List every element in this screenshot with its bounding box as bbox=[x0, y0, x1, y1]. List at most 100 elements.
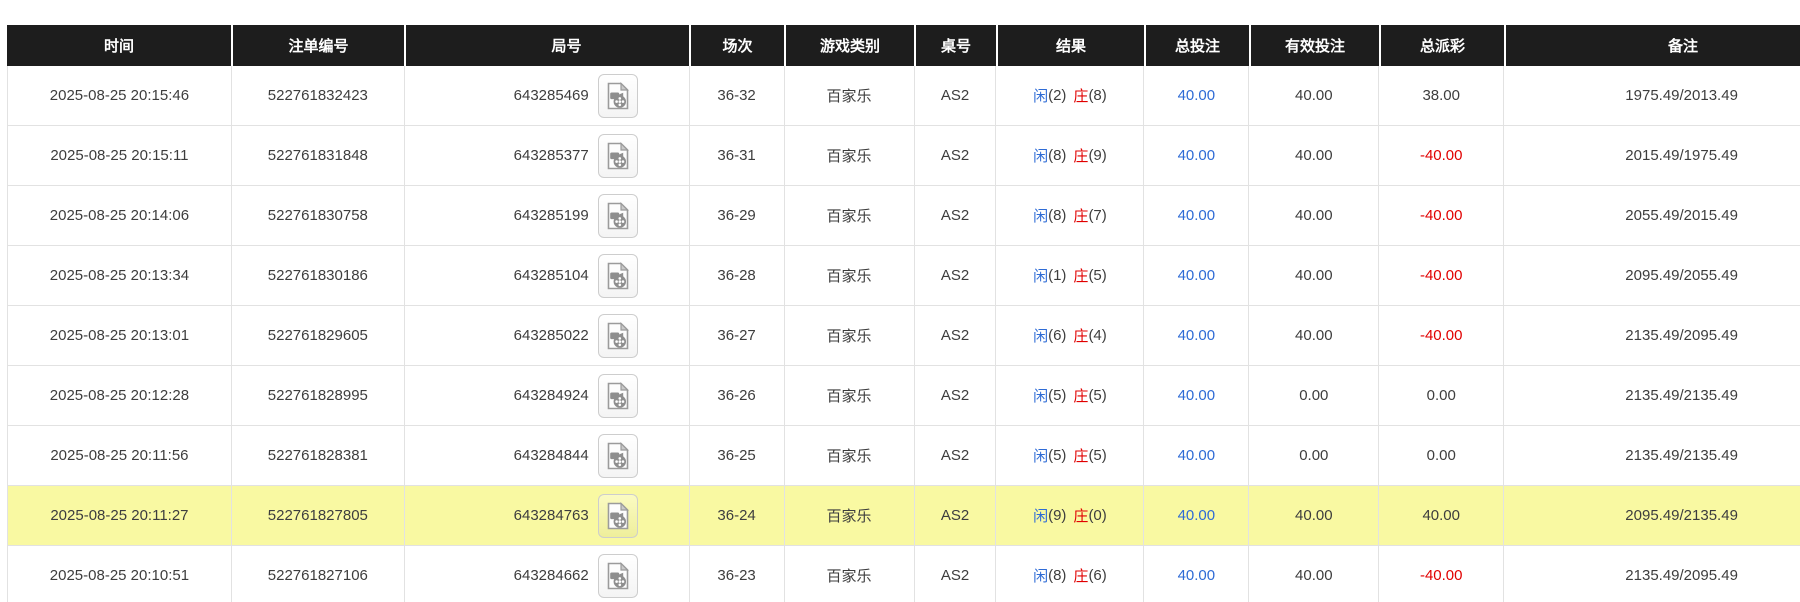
records-table: 时间 注单编号 局号 场次 游戏类别 桌号 结果 总投注 有效投注 总派彩 备注… bbox=[7, 25, 1800, 602]
round-id-group: 643284844 bbox=[514, 433, 638, 478]
video-replay-button[interactable] bbox=[597, 133, 638, 178]
round-id-value: 643284924 bbox=[513, 387, 589, 404]
video-replay-icon bbox=[605, 321, 631, 350]
cell-game-type: 百家乐 bbox=[785, 426, 915, 485]
video-replay-button[interactable] bbox=[597, 193, 638, 238]
video-replay-button[interactable] bbox=[597, 493, 638, 538]
cell-payout: -40.00 bbox=[1379, 306, 1505, 365]
cell-valid-bet: 0.00 bbox=[1249, 366, 1380, 425]
cell-session: 36-32 bbox=[690, 66, 785, 125]
round-id-value: 643285022 bbox=[513, 327, 589, 344]
total-bet-link[interactable]: 40.00 bbox=[1177, 267, 1216, 284]
total-bet-link[interactable]: 40.00 bbox=[1177, 147, 1216, 164]
result-banker-score: (6) bbox=[1088, 567, 1107, 584]
round-id-group: 643285022 bbox=[513, 313, 638, 358]
table-row[interactable]: 2025-08-25 20:14:06 522761830758 6432851… bbox=[8, 186, 1800, 246]
result-banker-score: (5) bbox=[1088, 447, 1107, 464]
cell-valid-bet: 40.00 bbox=[1249, 126, 1380, 185]
total-bet-link[interactable]: 40.00 bbox=[1177, 447, 1216, 464]
result-player-label: 闲 bbox=[1033, 148, 1049, 165]
result-banker-label: 庄 bbox=[1073, 388, 1089, 405]
cell-total-bet: 40.00 bbox=[1144, 306, 1250, 365]
result-player-score: (8) bbox=[1048, 567, 1067, 584]
column-header-valid-bet: 有效投注 bbox=[1249, 25, 1379, 66]
video-replay-button[interactable] bbox=[597, 553, 638, 598]
cell-valid-bet: 40.00 bbox=[1249, 66, 1380, 125]
table-row[interactable]: 2025-08-25 20:11:27 522761827805 6432847… bbox=[8, 486, 1800, 546]
result-player-label: 闲 bbox=[1033, 388, 1049, 405]
round-id-group: 643284662 bbox=[514, 553, 638, 598]
cell-session: 36-31 bbox=[690, 126, 785, 185]
cell-result: 闲 (8) 庄 (6) bbox=[996, 546, 1145, 602]
cell-time: 2025-08-25 20:11:56 bbox=[8, 426, 232, 485]
result-banker-label: 庄 bbox=[1073, 148, 1089, 165]
round-id-value: 643285104 bbox=[513, 267, 589, 284]
round-id-value: 643285469 bbox=[513, 87, 589, 104]
result-banker-label: 庄 bbox=[1073, 328, 1089, 345]
cell-remark: 2015.49/1975.49 bbox=[1504, 126, 1800, 185]
table-row[interactable]: 2025-08-25 20:15:11 522761831848 6432853… bbox=[8, 126, 1800, 186]
cell-round-id: 643285377 bbox=[405, 126, 690, 185]
cell-time: 2025-08-25 20:15:11 bbox=[8, 126, 232, 185]
column-header-payout: 总派彩 bbox=[1379, 25, 1504, 66]
table-row[interactable]: 2025-08-25 20:13:01 522761829605 6432850… bbox=[8, 306, 1800, 366]
result-player-score: (5) bbox=[1048, 387, 1067, 404]
cell-table-id: AS2 bbox=[915, 546, 997, 602]
cell-game-type: 百家乐 bbox=[785, 546, 915, 602]
cell-time: 2025-08-25 20:10:51 bbox=[8, 546, 232, 602]
cell-bet-id: 522761828381 bbox=[232, 426, 405, 485]
result-player-score: (8) bbox=[1048, 207, 1067, 224]
cell-total-bet: 40.00 bbox=[1144, 126, 1250, 185]
cell-payout: -40.00 bbox=[1379, 546, 1505, 602]
total-bet-link[interactable]: 40.00 bbox=[1177, 387, 1216, 404]
cell-time: 2025-08-25 20:15:46 bbox=[8, 66, 232, 125]
total-bet-link[interactable]: 40.00 bbox=[1177, 567, 1216, 584]
result-player-label: 闲 bbox=[1033, 88, 1049, 105]
cell-session: 36-29 bbox=[690, 186, 785, 245]
total-bet-link[interactable]: 40.00 bbox=[1177, 207, 1216, 224]
round-id-group: 643285199 bbox=[514, 193, 638, 238]
video-replay-button[interactable] bbox=[597, 313, 638, 358]
cell-game-type: 百家乐 bbox=[785, 306, 915, 365]
cell-time: 2025-08-25 20:14:06 bbox=[8, 186, 232, 245]
video-replay-icon bbox=[605, 441, 631, 470]
cell-bet-id: 522761829605 bbox=[232, 306, 405, 365]
cell-result: 闲 (2) 庄 (8) bbox=[996, 66, 1145, 125]
cell-table-id: AS2 bbox=[915, 246, 997, 305]
cell-total-bet: 40.00 bbox=[1144, 546, 1250, 602]
cell-valid-bet: 40.00 bbox=[1249, 246, 1380, 305]
table-row[interactable]: 2025-08-25 20:11:56 522761828381 6432848… bbox=[8, 426, 1800, 486]
video-replay-button[interactable] bbox=[597, 253, 638, 298]
cell-valid-bet: 40.00 bbox=[1249, 486, 1380, 545]
result-player-label: 闲 bbox=[1033, 508, 1049, 525]
table-row[interactable]: 2025-08-25 20:12:28 522761828995 6432849… bbox=[8, 366, 1800, 426]
total-bet-link[interactable]: 40.00 bbox=[1177, 327, 1216, 344]
cell-remark: 2135.49/2135.49 bbox=[1504, 366, 1800, 425]
cell-round-id: 643284844 bbox=[405, 426, 690, 485]
table-row[interactable]: 2025-08-25 20:15:46 522761832423 6432854… bbox=[8, 66, 1800, 126]
video-replay-button[interactable] bbox=[597, 73, 638, 118]
cell-remark: 2135.49/2095.49 bbox=[1504, 546, 1800, 602]
table-row[interactable]: 2025-08-25 20:10:51 522761827106 6432846… bbox=[8, 546, 1800, 602]
cell-time: 2025-08-25 20:13:01 bbox=[8, 306, 232, 365]
result-player-label: 闲 bbox=[1033, 328, 1049, 345]
cell-payout: 38.00 bbox=[1379, 66, 1505, 125]
total-bet-link[interactable]: 40.00 bbox=[1177, 507, 1216, 524]
cell-total-bet: 40.00 bbox=[1144, 66, 1250, 125]
cell-round-id: 643284763 bbox=[405, 486, 690, 545]
table-header: 时间 注单编号 局号 场次 游戏类别 桌号 结果 总投注 有效投注 总派彩 备注 bbox=[7, 25, 1800, 66]
video-replay-button[interactable] bbox=[597, 373, 638, 418]
cell-result: 闲 (1) 庄 (5) bbox=[996, 246, 1145, 305]
cell-round-id: 643285022 bbox=[405, 306, 690, 365]
result-player-score: (9) bbox=[1048, 507, 1067, 524]
result-player-score: (5) bbox=[1048, 447, 1067, 464]
result-banker-score: (7) bbox=[1088, 207, 1107, 224]
result-player-score: (2) bbox=[1048, 87, 1067, 104]
total-bet-link[interactable]: 40.00 bbox=[1177, 87, 1216, 104]
cell-remark: 1975.49/2013.49 bbox=[1504, 66, 1800, 125]
video-replay-button[interactable] bbox=[597, 433, 638, 478]
table-body: 2025-08-25 20:15:46 522761832423 6432854… bbox=[7, 66, 1800, 602]
table-row[interactable]: 2025-08-25 20:13:34 522761830186 6432851… bbox=[8, 246, 1800, 306]
column-header-bet-id: 注单编号 bbox=[231, 25, 404, 66]
video-replay-icon bbox=[605, 201, 631, 230]
